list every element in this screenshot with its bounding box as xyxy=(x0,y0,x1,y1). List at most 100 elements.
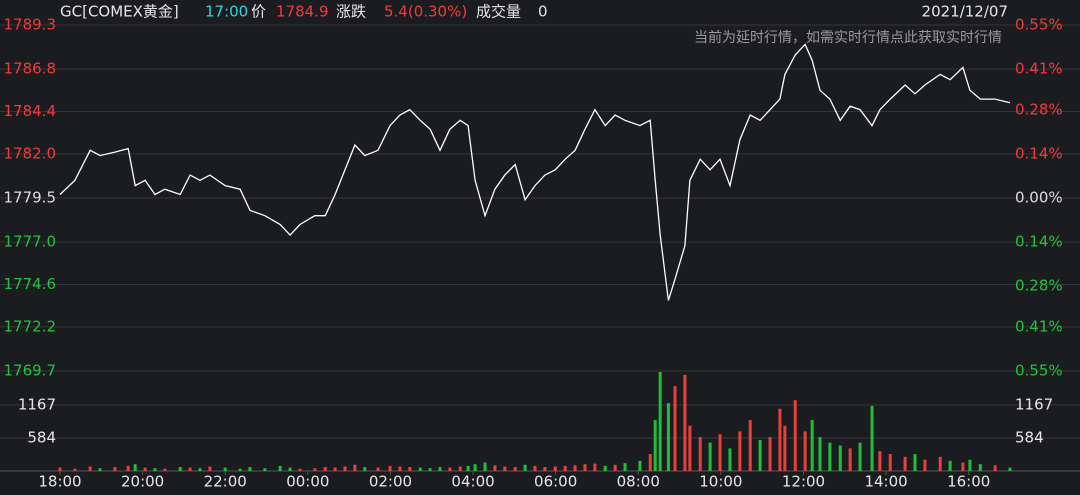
volume-bar xyxy=(408,467,412,471)
volume-bar xyxy=(448,467,452,471)
x-tick-label: 18:00 xyxy=(38,473,81,491)
y-tick-label: 1774.6 xyxy=(4,275,57,293)
volume-bar xyxy=(73,468,77,471)
volume: 0 xyxy=(538,3,548,21)
volume-bar xyxy=(163,468,167,471)
price: 1784.9 xyxy=(276,3,329,21)
x-tick-label: 04:00 xyxy=(451,473,494,491)
volume-bar xyxy=(778,408,782,471)
volume-bar xyxy=(603,465,607,471)
volume-bar xyxy=(653,420,657,471)
volume-bar xyxy=(688,425,692,471)
volume-bar xyxy=(1008,467,1012,471)
x-tick-label: 10:00 xyxy=(699,473,742,491)
volume-bar xyxy=(658,372,662,471)
x-tick-label: 02:00 xyxy=(369,473,412,491)
volume-bar xyxy=(828,442,832,471)
volume-bar xyxy=(793,400,797,471)
volume-bar xyxy=(848,448,852,471)
volume-bar xyxy=(913,454,917,471)
volume-bar xyxy=(738,431,742,471)
volume-bar xyxy=(143,467,147,471)
price-label: 价 xyxy=(251,3,266,21)
y2-tick-label: 0.41% xyxy=(1015,317,1063,335)
notice-link[interactable]: 当前为延时行情，如需实时行情点此获取实时行情 xyxy=(694,29,1002,46)
volume-bar xyxy=(818,437,822,471)
volume-bar xyxy=(718,434,722,471)
x-tick-label: 00:00 xyxy=(286,473,329,491)
date: 2021/12/07 xyxy=(922,3,1008,21)
change-label: 涨跌 xyxy=(336,3,366,21)
volume-bar xyxy=(858,442,862,471)
volume-bar xyxy=(113,467,117,471)
volume-bar xyxy=(563,465,567,471)
y2-tick-label: 0.55% xyxy=(1015,16,1063,34)
volume-bar xyxy=(666,403,670,471)
volume-bar xyxy=(178,467,182,471)
time: 17:00 xyxy=(205,3,248,21)
volume-bar xyxy=(783,425,787,471)
volume-bar xyxy=(903,456,907,471)
volume-bar xyxy=(748,420,752,471)
volume-bar xyxy=(466,465,470,471)
volume-bar xyxy=(238,468,242,471)
volume-bar xyxy=(298,468,302,471)
y2-tick-label: 0.14% xyxy=(1015,144,1063,162)
change: 5.4(0.30%) xyxy=(384,3,467,21)
volume-bar xyxy=(553,466,557,471)
volume-bar xyxy=(978,464,982,471)
y2-tick-label: 0.41% xyxy=(1015,60,1063,78)
volume-bar xyxy=(968,459,972,471)
volume-bar xyxy=(428,468,432,471)
volume-bar xyxy=(208,466,212,471)
volume-bar xyxy=(223,467,227,471)
volume-bar xyxy=(938,456,942,471)
volume-bar xyxy=(993,465,997,471)
x-tick-label: 14:00 xyxy=(864,473,907,491)
volume-bar xyxy=(278,465,282,471)
y-tick-label: 1789.3 xyxy=(4,16,57,34)
volume-bar xyxy=(58,467,62,471)
volume-bar xyxy=(353,464,357,471)
x-tick-label: 08:00 xyxy=(617,473,660,491)
volume-bar xyxy=(888,454,892,471)
volume-bar xyxy=(768,437,772,471)
volume-bar xyxy=(683,374,687,471)
volume-bar xyxy=(758,439,762,471)
volume-bar xyxy=(708,442,712,471)
volume-bar xyxy=(593,463,597,471)
volume-bar xyxy=(623,463,627,471)
y-tick-label: 1777.0 xyxy=(4,233,57,251)
y2-tick-label: 0.28% xyxy=(1015,277,1063,295)
symbol: GC[COMEX黄金] xyxy=(60,3,179,21)
volume-bar xyxy=(398,466,402,471)
volume-bar xyxy=(153,468,157,471)
x-tick-label: 22:00 xyxy=(204,473,247,491)
volume-bar xyxy=(313,468,317,471)
volume-bar xyxy=(698,437,702,471)
y2-tick-label: 0.28% xyxy=(1015,100,1063,118)
volume-bar xyxy=(88,466,92,471)
volume-bar xyxy=(133,464,137,471)
volume-bar xyxy=(473,464,477,471)
volume-bar xyxy=(838,445,842,471)
volume-bar xyxy=(673,386,677,471)
volume-bar xyxy=(376,467,380,471)
x-tick-label: 16:00 xyxy=(947,473,990,491)
volume-bar xyxy=(126,465,130,471)
volume-label: 成交量 xyxy=(476,3,521,21)
volume-bar xyxy=(288,467,292,471)
y2-tick-label: 1167 xyxy=(1015,395,1053,413)
volume-bar xyxy=(438,467,442,471)
y2-tick-label: 0.55% xyxy=(1015,362,1063,380)
volume-bar xyxy=(870,405,874,471)
volume-bar xyxy=(323,467,327,471)
volume-bar xyxy=(248,467,252,471)
price-line xyxy=(59,43,1011,301)
volume-bar xyxy=(648,454,652,471)
volume-bar xyxy=(543,467,547,471)
volume-bar xyxy=(188,467,192,471)
volume-bar xyxy=(573,465,577,471)
